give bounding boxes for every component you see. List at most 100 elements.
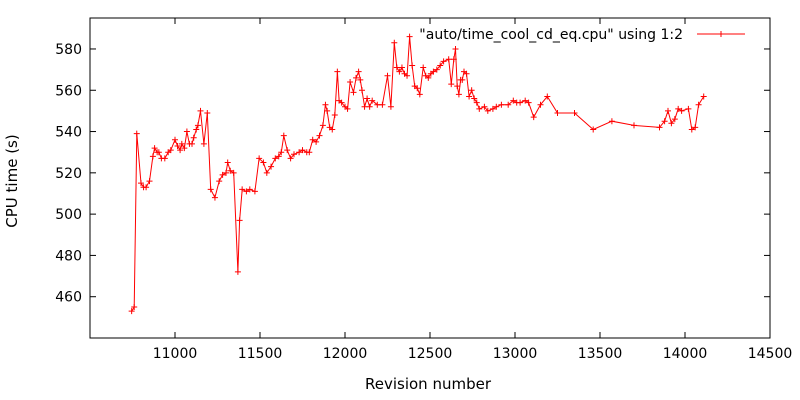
data-point-marker [430,68,437,75]
data-point-marker [675,105,682,112]
data-point-marker [324,107,331,114]
data-point-marker [263,169,270,176]
data-point-marker [409,62,416,69]
x-tick-label: 13000 [493,346,538,362]
data-point-marker [224,159,231,166]
data-point-marker [246,186,253,193]
data-point-marker [334,68,341,75]
data-point-marker [181,145,188,152]
data-point-marker [671,116,678,123]
data-point-marker [234,268,241,275]
data-point-marker [404,72,411,79]
data-point-marker [291,151,297,158]
data-point-marker [128,308,135,315]
data-point-marker [236,217,243,224]
x-axis-label: Revision number [365,375,492,393]
data-point-marker [481,103,488,110]
data-point-marker [685,105,692,112]
data-point-marker [350,89,357,96]
data-point-marker [172,136,178,143]
data-point-marker [204,109,211,116]
data-point-marker [425,74,432,81]
data-point-marker [700,93,707,100]
data-point-marker [544,93,551,100]
data-point-marker [146,178,153,185]
data-point-marker [396,68,403,75]
data-point-marker [473,99,480,106]
data-point-marker [452,45,459,52]
y-tick-label: 540 [55,125,82,141]
data-point-marker [379,101,386,108]
data-point-marker [608,118,615,125]
data-point-marker [331,112,338,119]
x-axis-ticks: 11000 11500 12000 12500 13000 13500 14000 14500 [153,18,792,362]
data-point-marker [468,87,475,94]
data-point-marker [517,99,524,106]
data-point-marker [678,107,685,114]
data-point-marker [530,114,537,121]
data-point-marker [155,149,162,156]
data-point-marker [260,159,267,166]
y-tick-label: 560 [55,83,82,99]
data-point-marker [361,103,368,110]
data-point-marker [668,120,675,127]
data-point-marker [344,105,351,112]
data-point-marker [353,74,360,81]
y-axis-label: CPU time (s) [3,134,21,227]
data-point-marker [329,126,336,133]
data-point-marker [149,153,156,160]
data-point-marker [463,70,470,77]
data-point-marker [454,83,461,90]
data-point-marker [450,56,457,63]
data-point-marker [251,188,258,195]
legend-sample [697,31,745,37]
data-point-marker [571,109,578,116]
data-point-marker [525,99,532,106]
data-point-marker [420,64,427,71]
data-point-marker [239,186,246,193]
data-point-marker [374,101,381,108]
data-point-marker [275,153,282,160]
series-line [131,36,705,312]
data-point-marker [338,99,345,106]
data-point-marker [322,101,329,108]
data-point-marker [406,33,413,40]
data-point-marker [219,171,226,178]
data-point-marker [131,304,138,311]
data-point-marker [692,124,699,131]
data-point-marker [391,39,398,46]
data-point-marker [416,91,423,98]
data-point-marker [656,124,663,131]
data-point-marker [143,184,150,191]
data-point-marker [272,155,279,162]
data-point-marker [484,107,491,114]
data-point-marker [207,186,214,193]
data-point-marker [284,147,291,154]
y-axis-ticks: 460 480 500 520 540 560 580 [55,42,770,306]
data-point-marker [384,72,391,79]
data-point-marker [133,130,140,137]
data-point-marker [189,140,195,147]
data-point-marker [459,76,466,83]
data-point-marker [466,93,473,100]
data-point-marker [369,97,376,104]
x-tick-label: 12000 [323,346,368,362]
data-point-marker [554,109,561,116]
data-point-marker [366,103,373,110]
data-point-marker [665,107,671,114]
plot-frame [89,17,771,339]
data-point-marker [359,87,365,94]
data-point-marker [688,126,695,133]
y-tick-label: 520 [55,166,82,182]
data-point-marker [227,167,234,174]
data-point-marker [230,169,237,176]
data-point-marker [194,122,201,129]
data-point-marker [398,64,405,71]
data-point-marker [313,138,320,145]
data-point-marker [151,145,158,152]
y-tick-label: 500 [55,207,82,223]
data-point-marker [476,105,483,112]
data-point-marker [387,103,394,110]
data-point-marker [347,79,354,85]
